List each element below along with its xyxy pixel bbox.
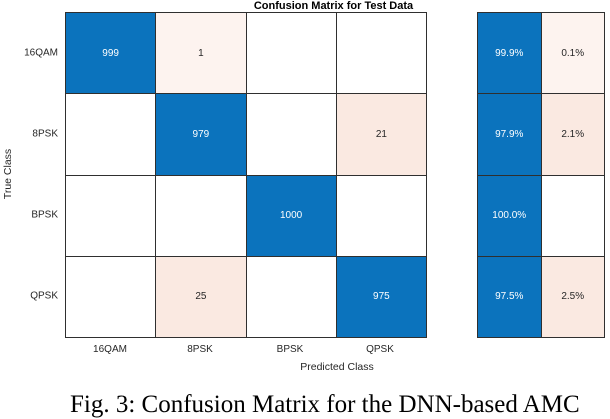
matrix-cell	[336, 13, 426, 94]
ytick-bpsk: BPSK	[31, 209, 58, 221]
matrix-cell	[156, 175, 246, 256]
row-summary-grid: 99.9% 0.1% 97.9% 2.1% 100.0% 97.5% 2.5%	[477, 12, 605, 338]
summary-cell	[541, 175, 604, 256]
matrix-cell	[66, 175, 156, 256]
xtick-8psk: 8PSK	[187, 344, 213, 355]
x-axis-label: Predicted Class	[300, 361, 374, 373]
xtick-bpsk: BPSK	[276, 344, 304, 355]
matrix-cell: 975	[336, 256, 426, 337]
ytick-8psk: 8PSK	[32, 128, 58, 140]
xtick-qpsk: QPSK	[366, 344, 394, 355]
matrix-cell	[246, 13, 336, 94]
summary-cell: 97.5%	[478, 256, 541, 337]
matrix-cell: 1	[156, 13, 246, 94]
matrix-cell: 979	[156, 94, 246, 175]
summary-cell: 97.9%	[478, 94, 541, 175]
matrix-cell	[336, 175, 426, 256]
summary-cell: 0.1%	[541, 13, 604, 94]
summary-cell: 2.5%	[541, 256, 604, 337]
ytick-qpsk: QPSK	[30, 290, 58, 302]
matrix-cell: 25	[156, 256, 246, 337]
matrix-cell: 999	[66, 13, 156, 94]
matrix-cell	[66, 256, 156, 337]
ytick-16qam: 16QAM	[24, 47, 58, 59]
confusion-matrix-grid: 999 1 979 21 1000 25 975	[65, 12, 427, 338]
matrix-cell: 21	[336, 94, 426, 175]
xtick-16qam: 16QAM	[93, 344, 127, 355]
matrix-cell	[246, 94, 336, 175]
matrix-cell	[66, 94, 156, 175]
chart-title: Confusion Matrix for Test Data	[253, 0, 414, 12]
summary-cell: 100.0%	[478, 175, 541, 256]
matrix-cell	[246, 256, 336, 337]
summary-cell: 2.1%	[541, 94, 604, 175]
y-axis-label: True Class	[2, 148, 14, 200]
summary-cell: 99.9%	[478, 13, 541, 94]
matrix-cell: 1000	[246, 175, 336, 256]
figure-caption: Fig. 3: Confusion Matrix for the DNN-bas…	[70, 391, 580, 418]
